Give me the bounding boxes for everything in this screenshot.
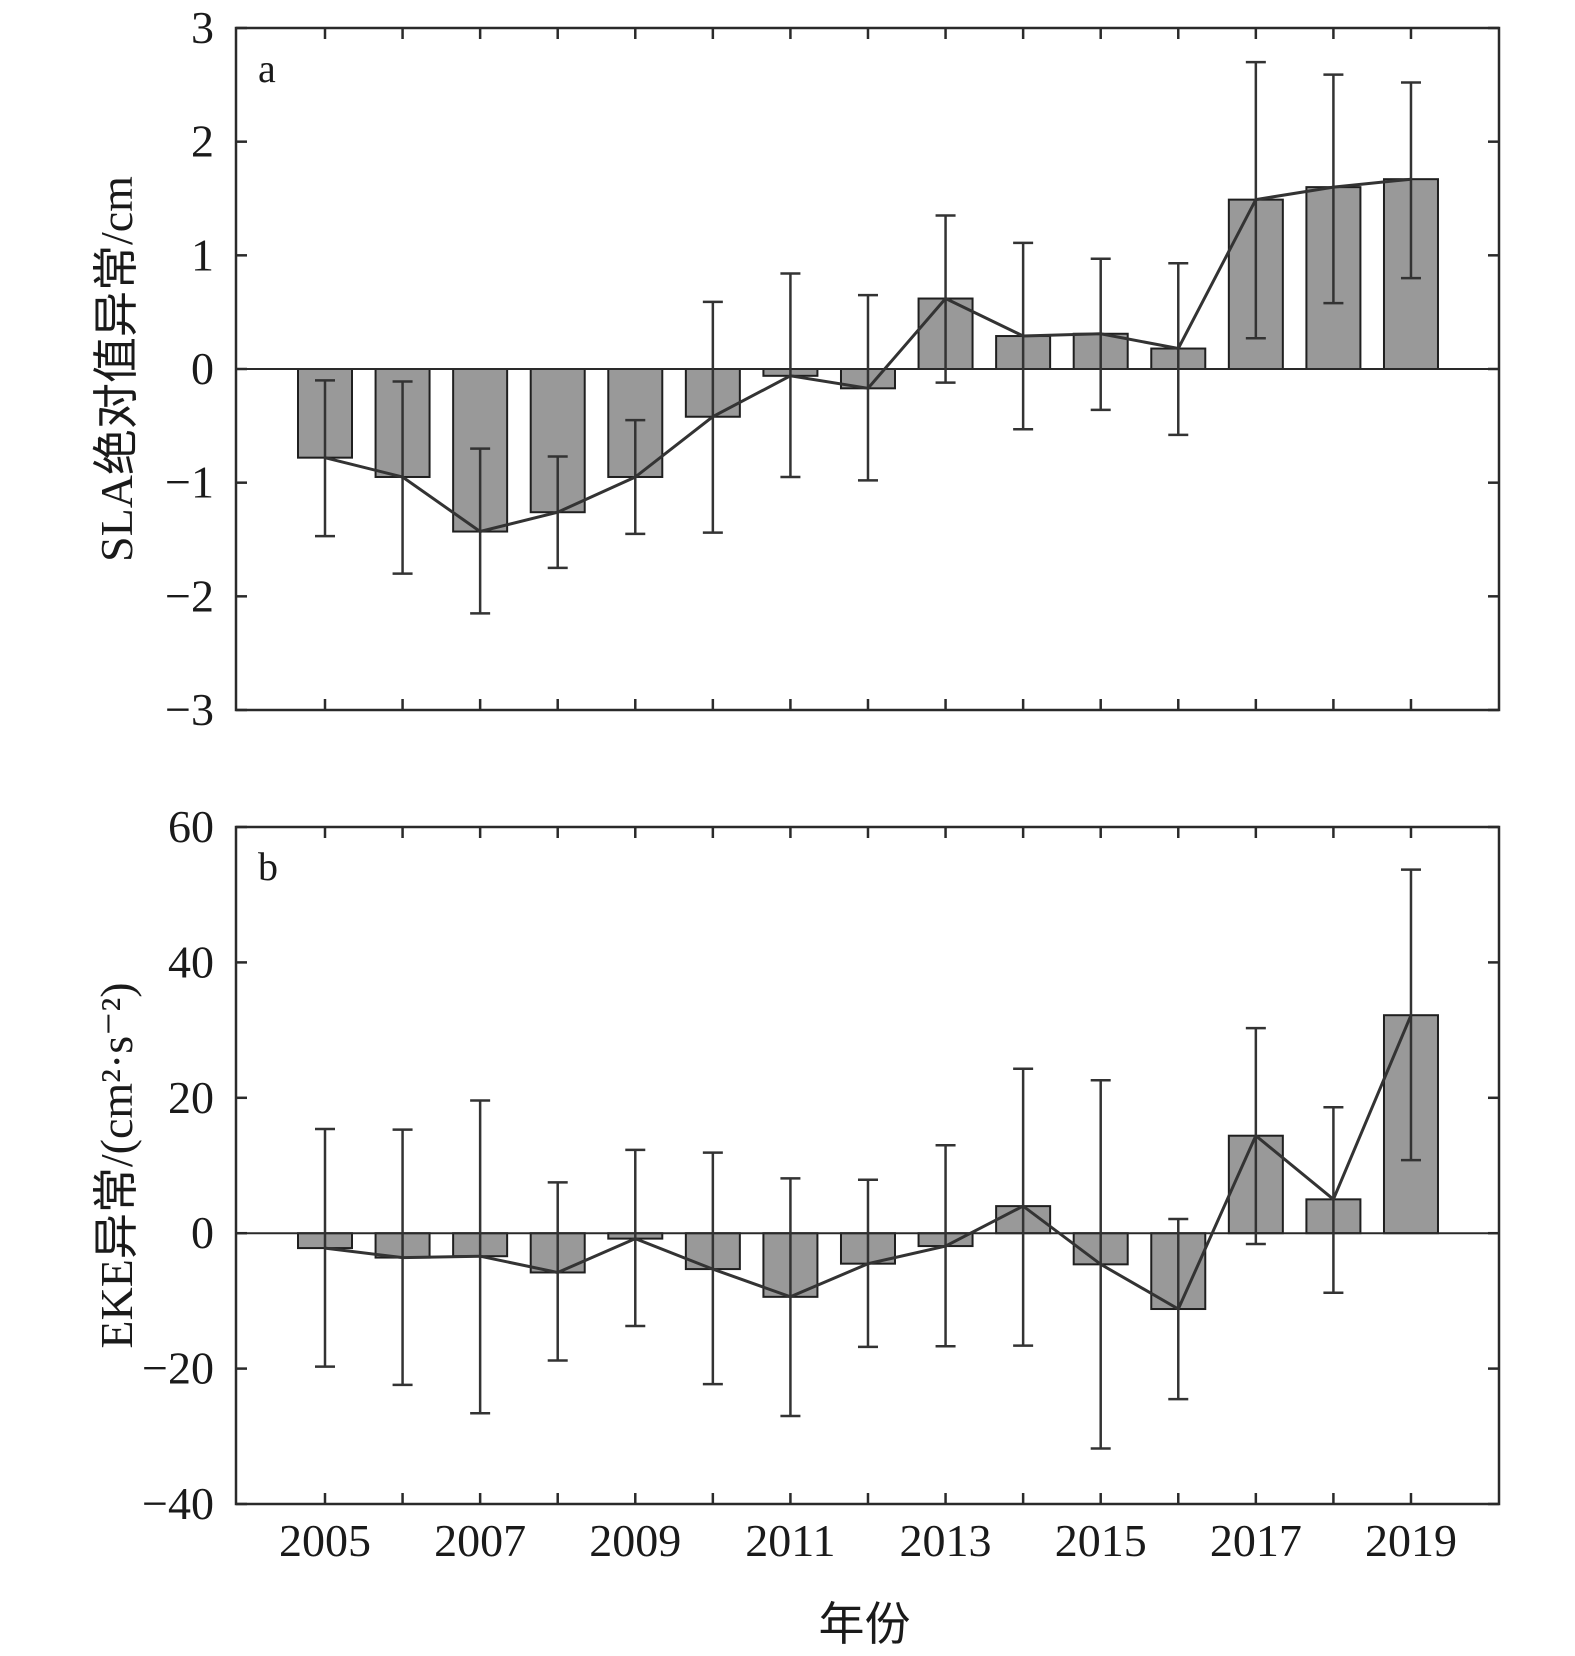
y-tick-label: −40 (142, 1478, 214, 1529)
panel-a: −3 −2 −1 0 1 2 3 a SLA绝对值异常/cm (91, 2, 1501, 735)
y-tick-label: −2 (165, 570, 214, 621)
y-tick-label: 0 (191, 343, 214, 394)
x-tick-label: 2015 (1055, 1515, 1147, 1566)
y-tick-label: 20 (168, 1072, 214, 1123)
y-tick-label: −20 (142, 1343, 214, 1394)
panel-b-trend-line (324, 1014, 1413, 1312)
error-bar-2019 (1400, 868, 1421, 1162)
x-tick-label: 2019 (1365, 1515, 1457, 1566)
panel-b-label: b (258, 844, 278, 889)
error-bar-2018 (1323, 73, 1344, 305)
x-tick-label: 2011 (745, 1515, 835, 1566)
y-tick-label: 1 (191, 229, 214, 280)
x-tick-label: 2013 (900, 1515, 992, 1566)
y-tick-label: 2 (191, 116, 214, 167)
panel-a-trend-line (324, 177, 1412, 534)
y-tick-label: 40 (168, 936, 214, 987)
panel-a-frame (234, 26, 1501, 712)
panel-b-frame (234, 825, 1501, 1506)
panel-b-x-tick-labels: 2005 2007 2009 2011 2013 2015 2017 2019 (279, 1515, 1457, 1566)
panel-b-ticks (236, 825, 1499, 1506)
y-tick-label: −1 (165, 457, 214, 508)
x-tick-label: 2005 (279, 1515, 371, 1566)
panel-b-x-axis-title: 年份 (819, 1599, 911, 1650)
y-tick-label: 60 (168, 801, 214, 852)
y-tick-label: 3 (191, 2, 214, 53)
panel-a-label: a (258, 46, 276, 91)
panel-a-y-axis-title: SLA绝对值异常/cm (91, 176, 142, 562)
x-tick-label: 2007 (434, 1515, 526, 1566)
panel-b-y-tick-labels: −40 −20 0 20 40 60 (142, 801, 214, 1529)
panel-b-error-bars (315, 868, 1421, 1450)
x-tick-label: 2009 (589, 1515, 681, 1566)
y-tick-label: −3 (165, 684, 214, 735)
y-tick-label: 0 (191, 1207, 214, 1258)
error-bar-2005 (315, 1127, 335, 1368)
x-tick-label: 2017 (1210, 1515, 1302, 1566)
panel-a-y-tick-labels: −3 −2 −1 0 1 2 3 (165, 2, 214, 735)
panel-b-y-axis-title: EKE异常/(cm²·s⁻²) (91, 982, 142, 1348)
